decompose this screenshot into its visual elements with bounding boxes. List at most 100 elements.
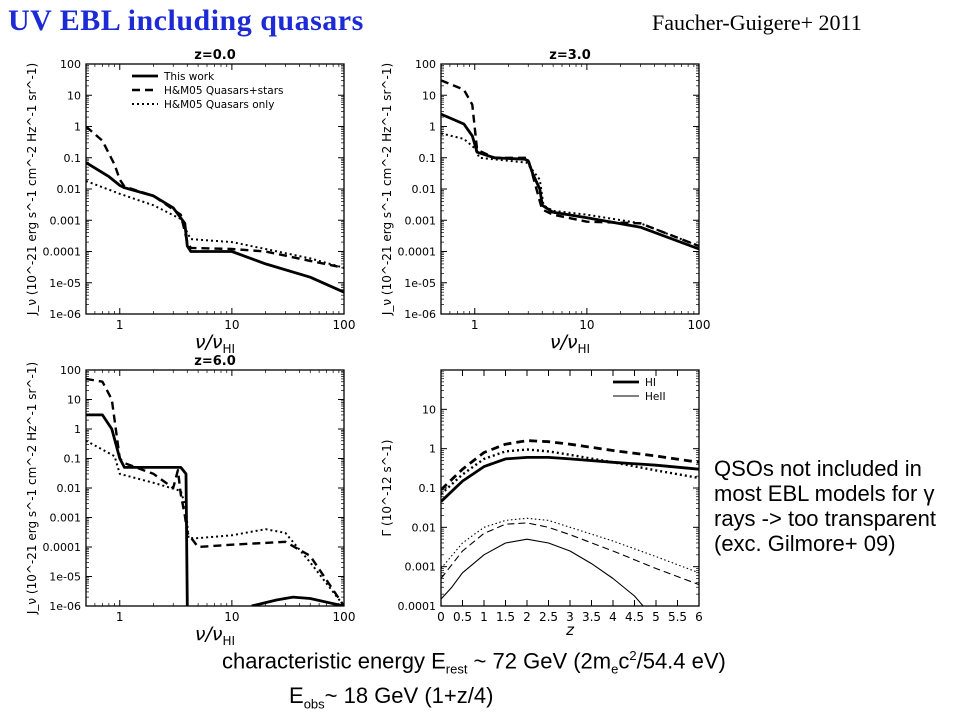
- legend-label: HI: [645, 377, 656, 389]
- y-tick-label: 0.1: [419, 152, 437, 165]
- y-tick-label: 0.001: [50, 512, 82, 525]
- x-tick-label: 10: [224, 610, 239, 624]
- x-tick-label: 1.5: [496, 610, 515, 624]
- panel-title: z=0.0: [194, 48, 236, 63]
- series-line-3: [86, 439, 344, 606]
- x-tick-label: 3.5: [582, 610, 601, 624]
- plot-frame: [440, 369, 700, 607]
- series-line-1-tail: [251, 595, 344, 606]
- y-tick-label: 1e-05: [49, 277, 81, 290]
- y-tick-label: 100: [60, 364, 81, 377]
- series-line-1: [441, 456, 699, 503]
- y-tick-label: 1e-06: [49, 308, 81, 321]
- y-tick-label: 100: [415, 58, 436, 71]
- x-tick-label: 1: [116, 610, 124, 624]
- x-tick-label: 0: [437, 610, 445, 624]
- y-tick-label: 0.001: [405, 214, 437, 227]
- series-line-2: [441, 439, 699, 491]
- formula-2-sub: obs: [303, 696, 325, 712]
- series-line-3: [441, 132, 699, 247]
- x-axis-label: ν/νHI: [195, 331, 235, 356]
- series-line-2: [441, 79, 699, 248]
- y-tick-label: 0.01: [57, 183, 82, 196]
- x-tick-label: 1: [471, 318, 479, 332]
- series-line-4: [441, 538, 644, 606]
- y-tick-label: 1e-05: [404, 277, 436, 290]
- x-tick-label: 1: [480, 610, 488, 624]
- x-tick-label: 10: [579, 318, 594, 332]
- y-tick-label: 0.1: [64, 152, 82, 165]
- y-tick-label: 10: [422, 403, 436, 416]
- legend-label: This work: [163, 71, 215, 83]
- formula-1-sup: 2: [629, 648, 637, 663]
- x-label-main: ν/ν: [195, 623, 223, 645]
- y-tick-label: 10: [422, 89, 436, 102]
- x-tick-label: 3: [566, 610, 574, 624]
- series-line-1: [441, 112, 699, 251]
- panel-title: z=6.0: [194, 354, 236, 369]
- series-line-2: [86, 125, 344, 269]
- citation: Faucher-Guigere+ 2011: [652, 10, 862, 35]
- x-label-main: ν/ν: [550, 331, 578, 353]
- y-tick-label: 0.0001: [398, 600, 437, 613]
- x-tick-label: 5: [652, 610, 660, 624]
- plot-frame: [440, 63, 700, 315]
- formula-1-prefix: characteristic energy E: [222, 648, 446, 674]
- formula-1-suffix: /54.4 eV): [636, 648, 726, 674]
- x-label-sub: HI: [223, 342, 236, 356]
- legend-label: HeII: [645, 391, 666, 403]
- series-line-6: [441, 517, 699, 574]
- series-group: [86, 125, 344, 294]
- y-tick-label: 0.0001: [43, 246, 82, 259]
- chart-panel-4: 0.0001 0.001 0.01 0.1 1 10 0 0.5 1 1.5 2 2.5 3 3.5 4 4.…: [380, 369, 703, 639]
- y-tick-label: 1e-06: [404, 308, 436, 321]
- series-group: [86, 377, 344, 606]
- y-tick-label: 100: [60, 58, 81, 71]
- slide-title: UV EBL including quasars: [8, 4, 364, 37]
- x-tick-label: 10: [224, 318, 239, 332]
- legend: This work H&M05 Quasars+stars H&M05 Quasar…: [132, 71, 284, 111]
- series-group: [441, 79, 699, 251]
- y-tick-label: 0.1: [64, 453, 82, 466]
- x-tick-label: 5.5: [668, 610, 687, 624]
- y-axis-label: Γ (10^-12 s^-1): [380, 440, 394, 537]
- series-line-1: [86, 413, 189, 606]
- x-label-sub: HI: [578, 342, 591, 356]
- formula-2-suffix: ~ 18 GeV (1+z/4): [324, 683, 494, 708]
- x-tick-label: 100: [333, 610, 356, 624]
- y-tick-label: 1e-05: [49, 571, 81, 584]
- formula-line-1: characteristic energy Erest ~ 72 GeV (2m…: [222, 648, 726, 677]
- y-tick-label: 0.01: [57, 482, 82, 495]
- x-tick-label: 0.5: [453, 610, 472, 624]
- x-axis-label: z: [565, 621, 575, 639]
- y-tick-label: 1e-06: [49, 600, 81, 613]
- formula-1-sub2: e: [611, 661, 619, 677]
- legend-label: H&M05 Quasars+stars: [164, 85, 284, 97]
- y-tick-label: 0.1: [419, 482, 437, 495]
- series-group: [441, 439, 699, 606]
- chart-panel-3: z=6.0 1e-06 1e-05 0.0001 0.001 0.01 0.1 1 10 100 1…: [25, 354, 355, 648]
- x-tick-label: 1: [116, 318, 124, 332]
- x-tick-label: 2.5: [539, 610, 558, 624]
- series-line-3: [441, 448, 699, 495]
- series-line-3: [86, 180, 344, 269]
- chart-panel-2: z=3.0 1e-06 1e-05 0.0001 0.001 0.01 0.1 1 10 100 1…: [380, 48, 710, 356]
- y-tick-label: 0.0001: [398, 246, 437, 259]
- x-tick-label: 100: [688, 318, 711, 332]
- formula-1-sub1: rest: [445, 661, 468, 677]
- x-tick-label: 100: [333, 318, 356, 332]
- plot-frame: [85, 369, 345, 607]
- y-tick-label: 10: [67, 89, 81, 102]
- chart-panel-1: z=0.0 1e-06 1e-05 0.0001 0.001 0.01 0.1 1 10 100 1…: [25, 48, 355, 356]
- y-tick-label: 1: [429, 121, 436, 134]
- series-line-5: [441, 522, 699, 586]
- legend-label: H&M05 Quasars only: [164, 99, 274, 111]
- y-axis-label: J_ν (10^-21 erg s^-1 cm^-2 Hz^-1 sr^-1): [380, 63, 394, 316]
- y-tick-label: 1: [74, 423, 81, 436]
- y-tick-label: 0.001: [50, 214, 82, 227]
- x-tick-label: 4.5: [625, 610, 644, 624]
- formula-2-prefix: E: [289, 683, 304, 708]
- y-axis-label: J_ν (10^-21 erg s^-1 cm^-2 Hz^-1 sr^-1): [25, 63, 39, 316]
- formula-1-mid1: ~ 72 GeV (2m: [467, 648, 612, 674]
